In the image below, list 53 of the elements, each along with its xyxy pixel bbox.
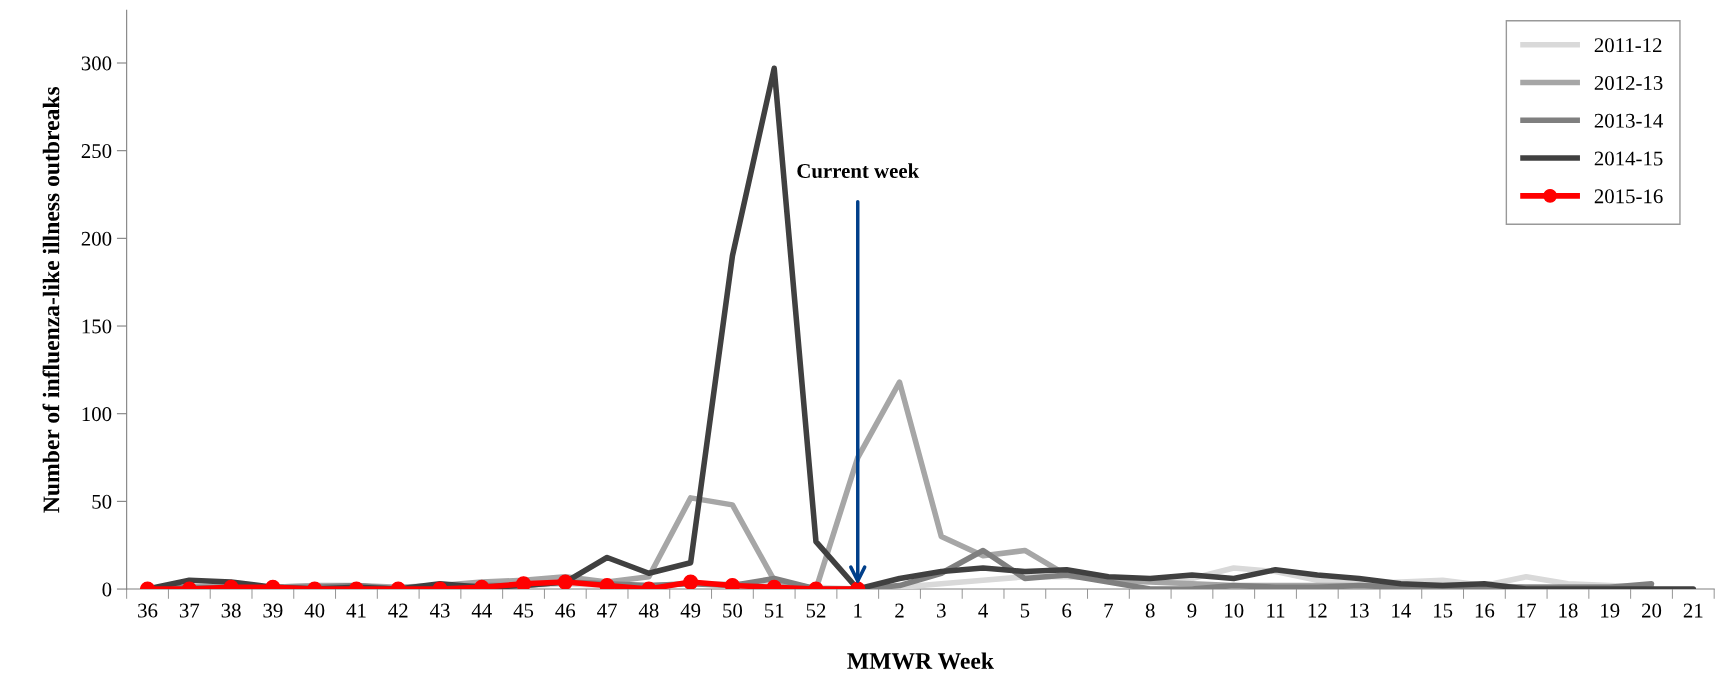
x-tick-label: 37: [179, 603, 200, 618]
x-tick-label: 46: [555, 603, 576, 618]
x-tick-label: 11: [1267, 603, 1285, 618]
legend-label: 2011-12: [1594, 38, 1662, 53]
x-tick-label: 15: [1434, 603, 1453, 618]
y-tick-label: 100: [82, 407, 112, 422]
legend-label: 2014-15: [1594, 151, 1663, 166]
y-tick-label: 150: [82, 319, 112, 334]
x-tick-label: 51: [764, 603, 784, 618]
x-tick-label: 38: [221, 603, 241, 618]
x-tick-label: 41: [346, 603, 366, 618]
x-tick-label: 47: [597, 603, 617, 618]
x-tick-label: 42: [388, 603, 408, 618]
x-tick-label: 9: [1187, 603, 1197, 618]
x-tick-label: 48: [638, 603, 659, 618]
x-tick-label: 10: [1225, 603, 1244, 618]
x-tick-label: 8: [1145, 603, 1155, 618]
x-tick-label: 39: [263, 603, 283, 618]
x-tick-label: 1: [854, 603, 862, 618]
y-tick-label: 250: [81, 144, 112, 159]
legend-label: 2012-13: [1594, 75, 1663, 91]
x-tick-label: 7: [1104, 603, 1114, 618]
x-axis-title: MMWR Week: [847, 652, 994, 670]
x-tick-label: 17: [1517, 603, 1536, 618]
x-tick-label: 52: [806, 603, 826, 618]
legend-label: 2015-16: [1594, 189, 1663, 204]
x-tick-label: 50: [723, 603, 743, 618]
y-tick-label: 0: [102, 582, 112, 597]
x-tick-label: 14: [1392, 603, 1411, 618]
x-tick-label: 16: [1475, 603, 1495, 618]
y-tick-label: 50: [92, 494, 112, 509]
y-tick-label: 300: [81, 56, 112, 71]
x-tick-label: 40: [304, 603, 325, 618]
x-tick-label: 12: [1308, 603, 1327, 618]
x-tick-label: 36: [138, 603, 158, 618]
annotation: Current week: [797, 163, 920, 179]
y-tick-label: 200: [81, 231, 112, 246]
x-tick-label: 18: [1559, 603, 1578, 618]
x-tick-label: 5: [1020, 603, 1030, 618]
x-tick-label: 20: [1642, 603, 1662, 618]
x-tick-label: 4: [978, 603, 988, 618]
x-tick-label: 3: [937, 603, 946, 618]
x-tick-label: 43: [429, 603, 450, 618]
x-tick-label: 44: [471, 603, 492, 618]
x-tick-label: 13: [1350, 603, 1369, 618]
x-tick-label: 2: [895, 603, 904, 618]
x-tick-label: 49: [680, 603, 701, 618]
y-axis-title: Number of influenza-like illness outbreaks: [42, 86, 60, 513]
x-tick-label: 19: [1601, 603, 1620, 618]
legend-label: 2013-14: [1594, 113, 1663, 128]
x-tick-label: 6: [1062, 603, 1072, 618]
x-tick-label: 45: [513, 603, 534, 618]
x-tick-label: 21: [1683, 603, 1703, 618]
